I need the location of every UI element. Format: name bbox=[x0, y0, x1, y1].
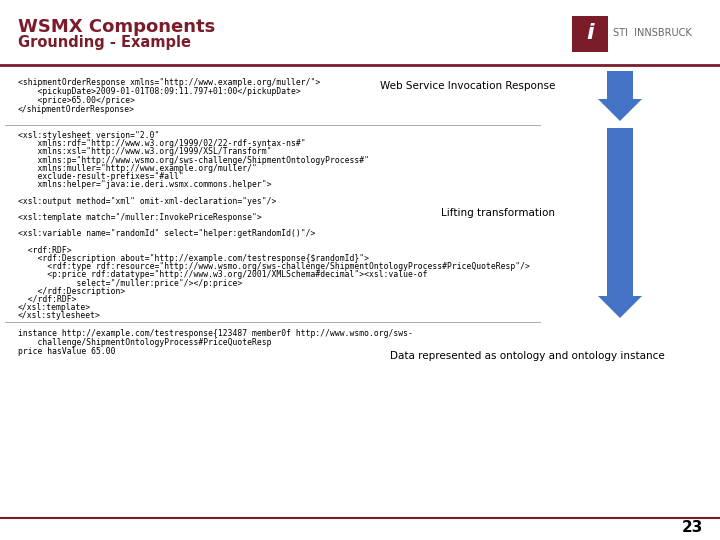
Text: </shipmentOrderResponse>: </shipmentOrderResponse> bbox=[18, 105, 135, 114]
Text: <rdf:Description about="http://example.com/testresponse{$randomId}">: <rdf:Description about="http://example.c… bbox=[18, 254, 369, 263]
Text: Grounding - Example: Grounding - Example bbox=[18, 35, 191, 50]
Text: select="/muller:price"/></p:price>: select="/muller:price"/></p:price> bbox=[18, 279, 242, 288]
Text: <xsl:template match="/muller:InvokePriceResponse">: <xsl:template match="/muller:InvokePrice… bbox=[18, 213, 262, 222]
Text: <rdf:RDF>: <rdf:RDF> bbox=[18, 246, 71, 255]
Text: challenge/ShipmentOntologyProcess#PriceQuoteResp: challenge/ShipmentOntologyProcess#PriceQ… bbox=[18, 338, 271, 347]
Text: </rdf:Description>: </rdf:Description> bbox=[18, 287, 125, 296]
Text: 23: 23 bbox=[682, 521, 703, 536]
Text: xmlns:rdf="http://www.w3.org/1999/02/22-rdf-syntax-ns#": xmlns:rdf="http://www.w3.org/1999/02/22-… bbox=[18, 139, 305, 148]
Text: <xsl:output method="xml" omit-xml-declaration="yes"/>: <xsl:output method="xml" omit-xml-declar… bbox=[18, 197, 276, 206]
Text: <price>65.00</price>: <price>65.00</price> bbox=[18, 96, 135, 105]
Text: xmlns:p="http://www.wsmo.org/sws-challenge/ShipmentOntologyProcess#": xmlns:p="http://www.wsmo.org/sws-challen… bbox=[18, 156, 369, 165]
Text: </xsl:stylesheet>: </xsl:stylesheet> bbox=[18, 312, 101, 320]
Text: <shipmentOrderResponse xmlns="http://www.example.org/muller/">: <shipmentOrderResponse xmlns="http://www… bbox=[18, 78, 320, 87]
Text: </xsl:template>: </xsl:template> bbox=[18, 303, 91, 312]
Text: price hasValue 65.00: price hasValue 65.00 bbox=[18, 347, 115, 356]
Text: </rdf:RDF>: </rdf:RDF> bbox=[18, 295, 76, 304]
Text: WSMX Components: WSMX Components bbox=[18, 18, 215, 36]
Text: Data represented as ontology and ontology instance: Data represented as ontology and ontolog… bbox=[390, 351, 665, 361]
Text: xmlns:xsl="http://www.w3.org/1999/XSL/Transform": xmlns:xsl="http://www.w3.org/1999/XSL/Tr… bbox=[18, 147, 271, 157]
Text: <rdf:type rdf:resource="http://www.wsmo.org/sws-challenge/ShipmentOntologyProces: <rdf:type rdf:resource="http://www.wsmo.… bbox=[18, 262, 530, 271]
Polygon shape bbox=[598, 71, 642, 121]
Text: <xsl:variable name="randomId" select="helper:getRandomId()"/>: <xsl:variable name="randomId" select="he… bbox=[18, 230, 315, 238]
Text: exclude-result-prefixes="#all": exclude-result-prefixes="#all" bbox=[18, 172, 184, 181]
FancyBboxPatch shape bbox=[572, 16, 608, 52]
Text: <p:price rdf:datatype="http://www.w3.org/2001/XMLSchema#decimal"><xsl:value-of: <p:price rdf:datatype="http://www.w3.org… bbox=[18, 271, 428, 279]
Text: xmlns:helper="java:ie.deri.wsmx.commons.helper">: xmlns:helper="java:ie.deri.wsmx.commons.… bbox=[18, 180, 271, 189]
Text: Web Service Invocation Response: Web Service Invocation Response bbox=[379, 81, 555, 91]
Text: instance http://example.com/testresponse{123487 member0f http://www.wsmo.org/sws: instance http://example.com/testresponse… bbox=[18, 329, 413, 338]
Text: Lifting transformation: Lifting transformation bbox=[441, 208, 555, 218]
Text: <pickupDate>2009-01-01T08:09:11.797+01:00</pickupDate>: <pickupDate>2009-01-01T08:09:11.797+01:0… bbox=[18, 87, 301, 96]
Text: i: i bbox=[586, 23, 594, 43]
Polygon shape bbox=[598, 128, 642, 318]
Text: xmlns:muller="http://www.example.org/muller/": xmlns:muller="http://www.example.org/mul… bbox=[18, 164, 257, 173]
Text: <xsl:stylesheet version="2.0": <xsl:stylesheet version="2.0" bbox=[18, 131, 159, 140]
Text: STI  INNSBRUCK: STI INNSBRUCK bbox=[613, 28, 692, 38]
